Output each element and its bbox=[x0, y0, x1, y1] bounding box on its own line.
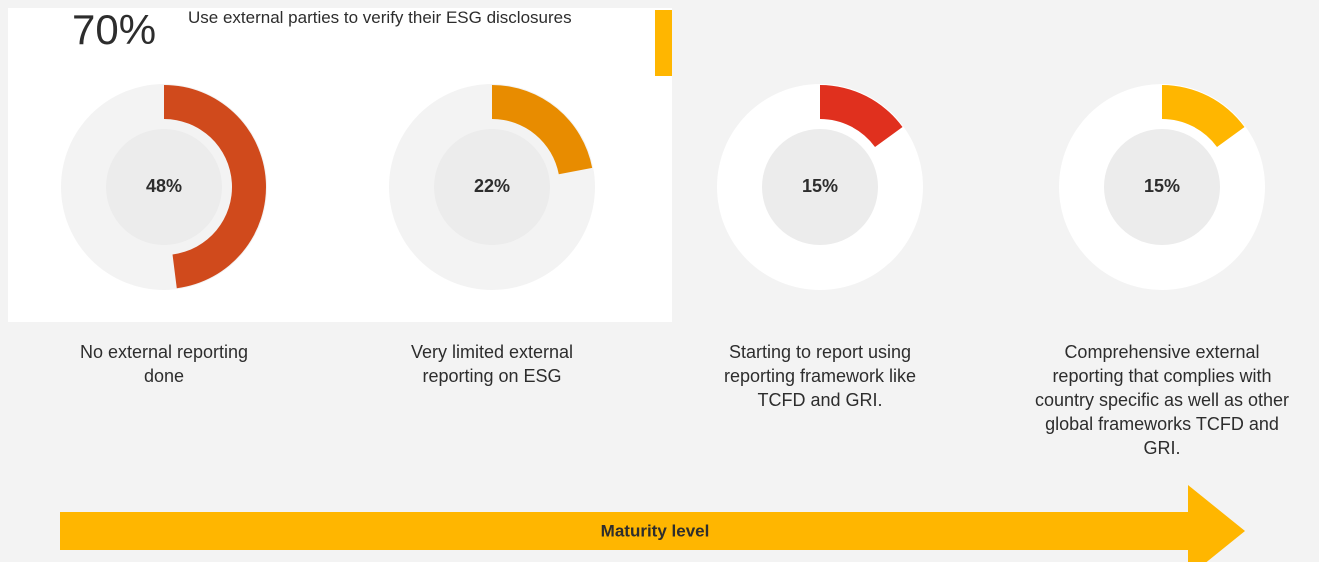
accent-bar bbox=[655, 10, 672, 76]
caption: Comprehensive external reporting that co… bbox=[1034, 342, 1290, 458]
value-label: 48% bbox=[146, 176, 182, 196]
arrow-label: Maturity level bbox=[601, 521, 710, 540]
donut-center bbox=[106, 129, 222, 245]
stat-text: Use external parties to verify their ESG… bbox=[188, 8, 572, 27]
arrow-body bbox=[60, 512, 1190, 550]
donut-arc bbox=[820, 85, 903, 148]
value-label: 15% bbox=[1144, 176, 1180, 196]
donut-arc bbox=[164, 85, 267, 289]
donut-arc bbox=[1162, 85, 1245, 148]
donut-center bbox=[434, 129, 550, 245]
caption: Starting to report using reporting frame… bbox=[723, 342, 917, 410]
value-label: 22% bbox=[474, 176, 510, 196]
donut-center bbox=[1104, 129, 1220, 245]
caption: Very limited external reporting on ESG bbox=[410, 342, 574, 386]
donut-center bbox=[762, 129, 878, 245]
arrow-head bbox=[1188, 485, 1245, 562]
donut-arc bbox=[492, 85, 593, 175]
caption: No external reporting done bbox=[79, 342, 249, 386]
stat: 70% bbox=[72, 6, 157, 53]
value-label: 15% bbox=[802, 176, 838, 196]
